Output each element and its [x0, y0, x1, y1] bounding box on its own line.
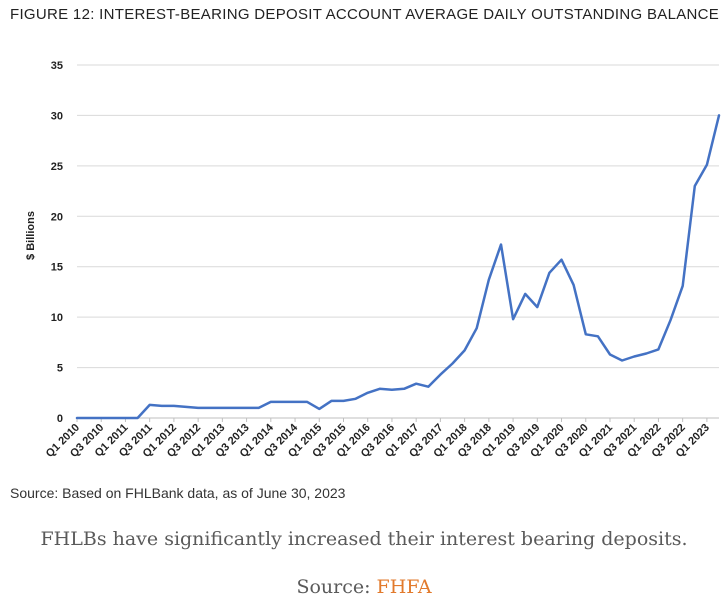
y-tick-label: 15: [51, 262, 63, 274]
series-line: [75, 114, 721, 420]
gridlines: [77, 64, 719, 419]
figure-title: FIGURE 12: INTEREST-BEARING DEPOSIT ACCO…: [10, 6, 720, 23]
y-tick-label: 5: [57, 363, 63, 375]
source-note: Source: Based on FHLBank data, as of Jun…: [10, 485, 346, 501]
y-tick-label: 25: [51, 161, 63, 173]
caption: FHLBs have significantly increased their…: [40, 528, 688, 550]
y-tick-label: 0: [57, 413, 63, 425]
y-tick-label: 30: [51, 110, 63, 122]
source-link-fhfa[interactable]: FHFA: [376, 576, 432, 598]
y-axis-ticks: 0 5 10 15 20 25 30 35: [51, 60, 63, 425]
source-line: Source: FHFA: [0, 576, 728, 598]
y-axis-label: $ Billions: [25, 211, 37, 260]
series-layer: [75, 114, 721, 420]
y-tick-label: 10: [51, 312, 63, 324]
y-tick-label: 35: [51, 60, 63, 72]
source-prefix: Source:: [296, 576, 377, 598]
y-tick-label: 20: [51, 211, 63, 223]
